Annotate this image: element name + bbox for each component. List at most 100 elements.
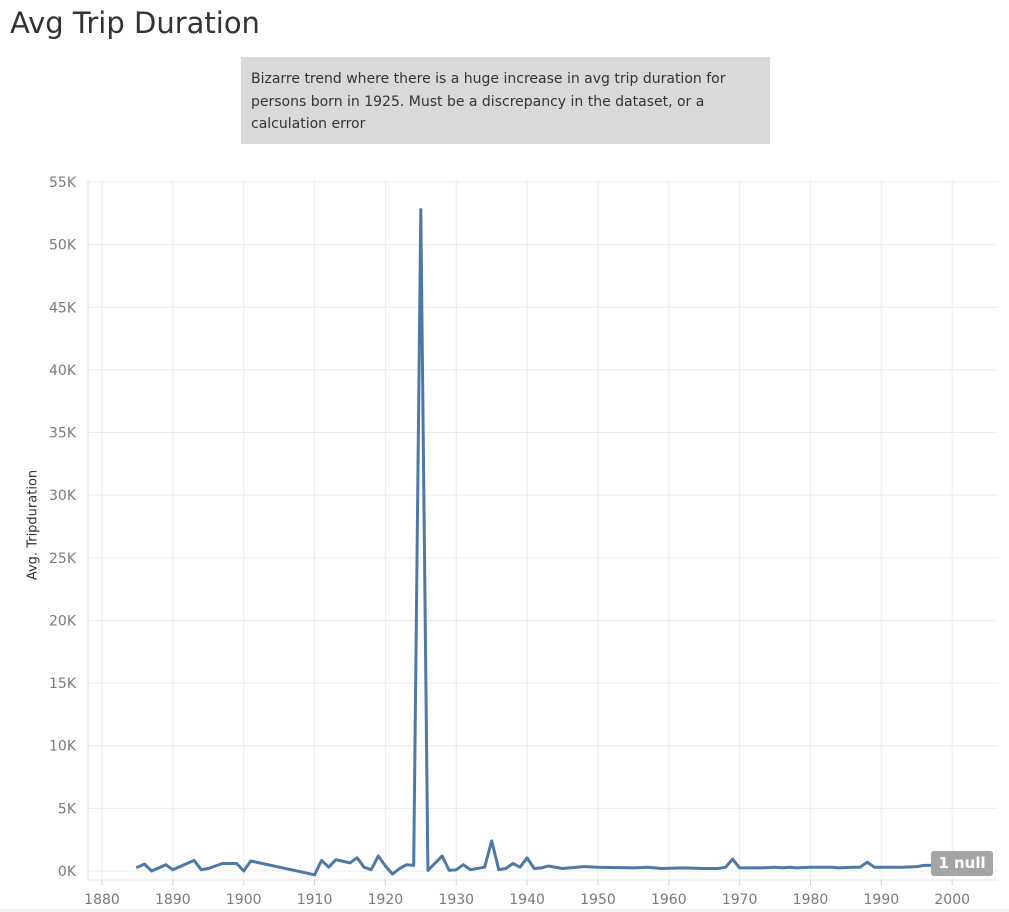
y-tick-label: 45K bbox=[49, 300, 77, 316]
data-point[interactable] bbox=[759, 866, 763, 870]
data-point[interactable] bbox=[468, 868, 472, 872]
data-point[interactable] bbox=[575, 865, 579, 869]
data-point[interactable] bbox=[398, 867, 402, 871]
x-tick-label: 1900 bbox=[226, 892, 262, 908]
data-point[interactable] bbox=[922, 863, 926, 867]
data-point[interactable] bbox=[355, 856, 359, 860]
annotation-line: Bizarre trend where there is a huge incr… bbox=[251, 71, 726, 87]
bottom-border bbox=[0, 909, 1009, 912]
data-point[interactable] bbox=[426, 868, 430, 872]
data-point[interactable] bbox=[532, 867, 536, 871]
data-point[interactable] bbox=[164, 863, 168, 867]
data-point[interactable] bbox=[313, 873, 317, 877]
x-tick-label: 1980 bbox=[793, 892, 829, 908]
data-point[interactable] bbox=[348, 861, 352, 865]
data-point[interactable] bbox=[872, 865, 876, 869]
x-tick-label: 1920 bbox=[368, 892, 404, 908]
data-point[interactable] bbox=[787, 865, 791, 869]
y-tick-label: 25K bbox=[49, 551, 77, 567]
data-point[interactable] bbox=[497, 868, 501, 872]
data-point[interactable] bbox=[320, 858, 324, 862]
x-tick-label: 1950 bbox=[580, 892, 616, 908]
data-point[interactable] bbox=[858, 865, 862, 869]
y-tick-label: 20K bbox=[49, 613, 77, 629]
data-point[interactable] bbox=[334, 858, 338, 862]
data-point[interactable] bbox=[369, 868, 373, 872]
chart-annotation: Bizarre trend where there is a huge incr… bbox=[241, 57, 770, 144]
y-tick-label: 0K bbox=[58, 864, 77, 880]
data-point[interactable] bbox=[702, 867, 706, 871]
data-point[interactable] bbox=[490, 839, 494, 843]
data-point[interactable] bbox=[546, 864, 550, 868]
data-point[interactable] bbox=[171, 868, 175, 872]
data-point[interactable] bbox=[865, 860, 869, 864]
data-point[interactable] bbox=[660, 867, 664, 871]
data-point[interactable] bbox=[454, 868, 458, 872]
data-point[interactable] bbox=[405, 863, 409, 867]
data-point[interactable] bbox=[419, 208, 423, 212]
data-point[interactable] bbox=[851, 865, 855, 869]
data-point[interactable] bbox=[901, 865, 905, 869]
data-point[interactable] bbox=[631, 866, 635, 870]
data-point[interactable] bbox=[780, 866, 784, 870]
y-tick-label: 40K bbox=[49, 363, 77, 379]
data-point[interactable] bbox=[150, 869, 154, 873]
data-point[interactable] bbox=[376, 854, 380, 858]
data-point[interactable] bbox=[362, 865, 366, 869]
x-tick-label: 1880 bbox=[84, 892, 120, 908]
data-point[interactable] bbox=[830, 865, 834, 869]
data-point[interactable] bbox=[249, 859, 253, 863]
x-tick-label: 1910 bbox=[297, 892, 333, 908]
data-point[interactable] bbox=[724, 865, 728, 869]
data-point[interactable] bbox=[731, 857, 735, 861]
y-tick-label: 30K bbox=[49, 488, 77, 504]
data-point[interactable] bbox=[220, 862, 224, 866]
data-point[interactable] bbox=[143, 862, 147, 866]
data-point[interactable] bbox=[886, 865, 890, 869]
data-point[interactable] bbox=[561, 867, 565, 871]
data-point[interactable] bbox=[518, 865, 522, 869]
x-tick-label: 1930 bbox=[438, 892, 474, 908]
y-tick-label: 35K bbox=[49, 426, 77, 442]
data-point[interactable] bbox=[461, 863, 465, 867]
data-point[interactable] bbox=[192, 858, 196, 862]
data-point[interactable] bbox=[199, 868, 203, 872]
data-point[interactable] bbox=[794, 866, 798, 870]
data-point[interactable] bbox=[646, 865, 650, 869]
data-point[interactable] bbox=[135, 865, 139, 869]
data-point[interactable] bbox=[483, 865, 487, 869]
x-tick-label: 1940 bbox=[509, 892, 545, 908]
grid-lines bbox=[88, 180, 998, 880]
data-point[interactable] bbox=[391, 872, 395, 876]
data-point[interactable] bbox=[242, 869, 246, 873]
data-point[interactable] bbox=[681, 866, 685, 870]
data-point[interactable] bbox=[412, 863, 416, 867]
data-point[interactable] bbox=[738, 866, 742, 870]
tick-labels: 0K 5K 10K 15K 20K 25K 30K 35K 40K 45K 50K 55K 1880 18… bbox=[49, 175, 970, 908]
y-tick-label: 55K bbox=[49, 175, 77, 191]
data-point[interactable] bbox=[511, 862, 515, 866]
data-point[interactable] bbox=[525, 856, 529, 860]
data-point[interactable] bbox=[915, 865, 919, 869]
annotation-line: persons born in 1925. Must be a discrepa… bbox=[251, 93, 705, 110]
data-point[interactable] bbox=[596, 865, 600, 869]
data-point[interactable] bbox=[837, 866, 841, 870]
data-point[interactable] bbox=[206, 867, 210, 871]
data-point[interactable] bbox=[447, 868, 451, 872]
data-point[interactable] bbox=[716, 867, 720, 871]
y-tick-label: 5K bbox=[58, 801, 77, 817]
x-tick-label: 1960 bbox=[651, 892, 687, 908]
data-point[interactable] bbox=[327, 865, 331, 869]
data-point[interactable] bbox=[504, 867, 508, 871]
data-point[interactable] bbox=[235, 862, 239, 866]
data-point[interactable] bbox=[809, 865, 813, 869]
data-point[interactable] bbox=[539, 866, 543, 870]
data-point[interactable] bbox=[582, 865, 586, 869]
null-indicator-badge[interactable]: 1 null bbox=[931, 851, 993, 876]
data-point[interactable] bbox=[773, 865, 777, 869]
series-line[interactable] bbox=[135, 208, 954, 877]
series-layer bbox=[135, 208, 954, 877]
data-point[interactable] bbox=[383, 864, 387, 868]
data-point[interactable] bbox=[440, 854, 444, 858]
